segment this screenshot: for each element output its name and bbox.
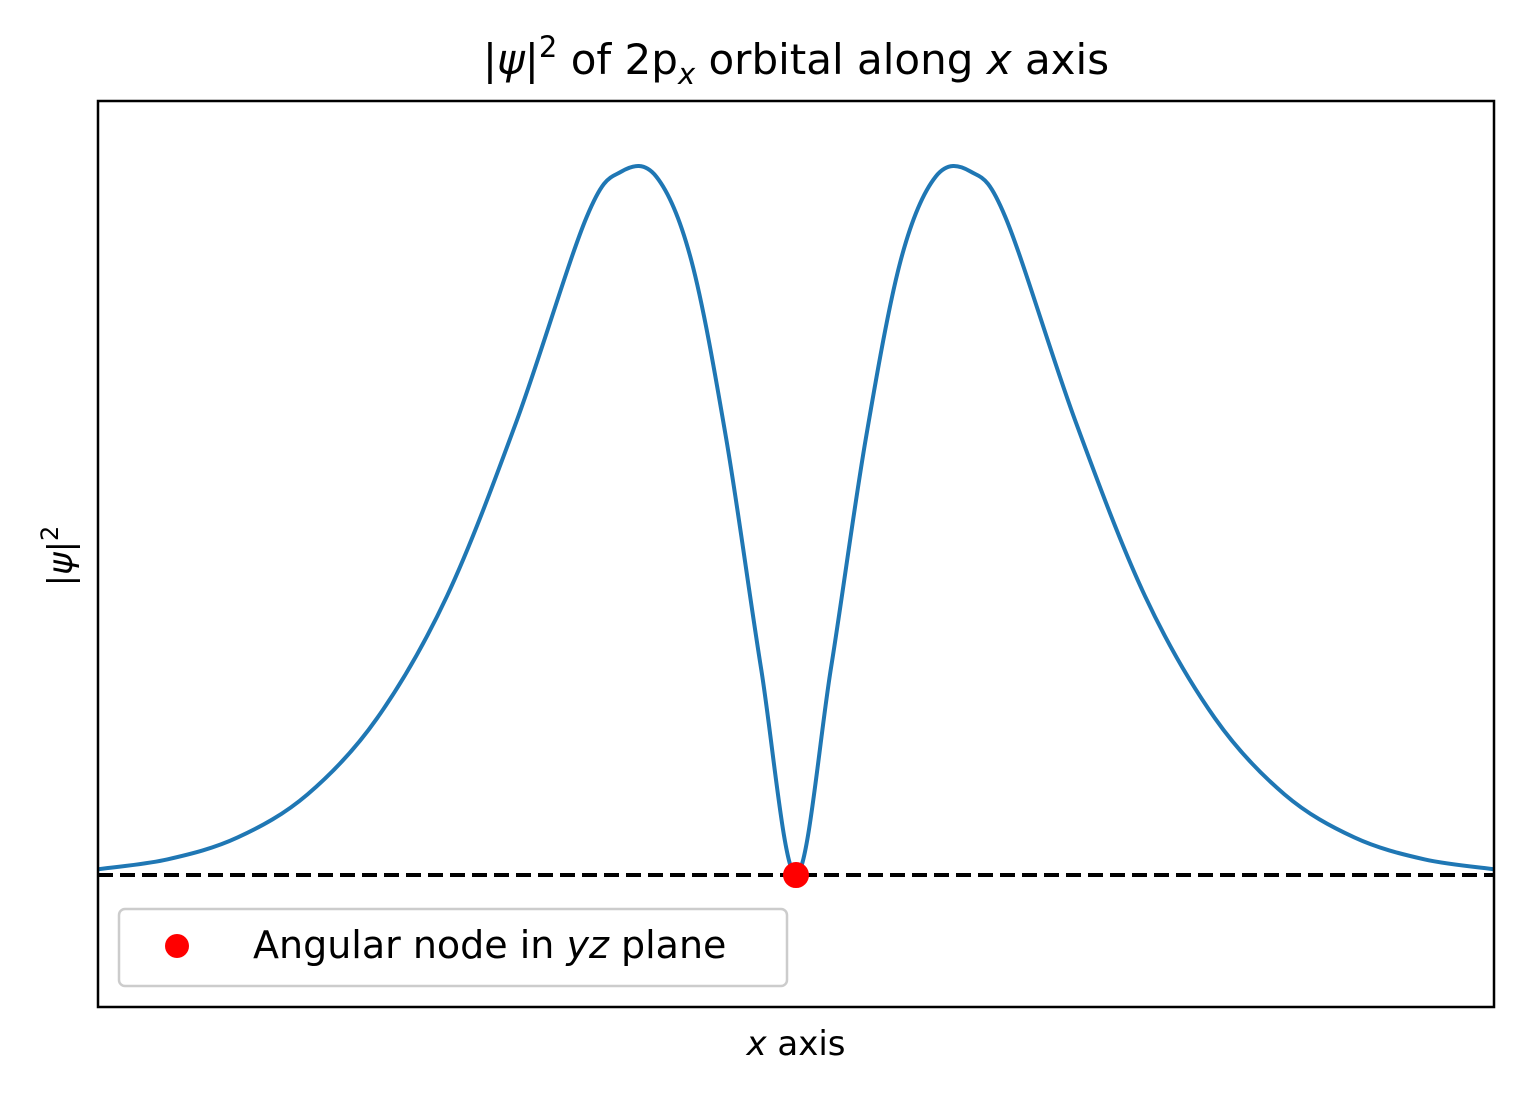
plot-area	[98, 164, 1494, 889]
ylabel-close-bar: |	[41, 541, 81, 552]
ylabel-psi: ψ	[41, 552, 81, 575]
xlabel-rest: axis	[767, 1024, 846, 1064]
legend-label-var: yz	[565, 923, 609, 967]
chart-title: |ψ|2 of 2px orbital along x axis	[483, 30, 1109, 91]
title-sub: x	[677, 57, 696, 91]
angular-node-marker	[783, 862, 809, 889]
xlabel-var: x	[745, 1024, 767, 1064]
title-sup: 2	[539, 30, 557, 64]
title-psi: ψ	[497, 35, 526, 84]
legend-label: Angular node in yz plane	[253, 923, 726, 967]
title-open-bar: |	[483, 35, 497, 84]
axes-frame	[96, 99, 1496, 1009]
title-close-bar: |	[525, 35, 539, 84]
ylabel-open-bar: |	[41, 575, 81, 586]
ylabel-sup: 2	[36, 526, 64, 541]
legend-label-after: plane	[609, 923, 727, 967]
title-after: orbital along	[695, 35, 987, 84]
title-var: x	[985, 35, 1013, 84]
legend-label-before: Angular node in	[253, 923, 566, 967]
x-axis-label: x axis	[745, 1024, 845, 1064]
title-end: axis	[1012, 35, 1110, 84]
legend-box	[117, 907, 789, 988]
legend: Angular node in yz plane	[117, 907, 789, 988]
y-axis-label: |ψ|2	[36, 526, 81, 587]
legend-marker-red-dot	[165, 934, 189, 958]
title-middle: of 2p	[557, 35, 678, 84]
